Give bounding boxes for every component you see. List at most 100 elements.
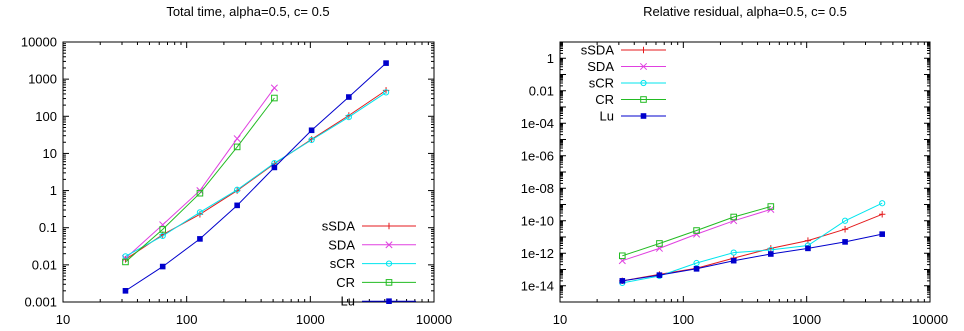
- series-line: [125, 91, 387, 257]
- data-point: [767, 203, 775, 210]
- data-point: [159, 232, 166, 240]
- data-point: [197, 236, 203, 242]
- data-point: [730, 249, 737, 256]
- y-tick-label: 10: [43, 146, 57, 161]
- y-tick-label: 10000: [21, 35, 57, 50]
- data-point: [345, 114, 352, 121]
- data-point: [730, 257, 737, 264]
- legend-marker: [640, 113, 647, 119]
- data-point: [382, 89, 390, 96]
- data-point: [730, 213, 737, 221]
- series-line: [622, 206, 771, 257]
- data-point: [270, 84, 278, 92]
- legend-label: Lu: [341, 294, 355, 309]
- y-tick-label: 1: [50, 183, 57, 198]
- x-tick-label: 100: [176, 312, 198, 327]
- series-sCR: [122, 89, 390, 260]
- y-tick-label: 1000: [28, 72, 57, 87]
- data-point: [271, 94, 278, 102]
- legend: sSDA SDA sCR CR Lu: [322, 219, 416, 309]
- data-point: [656, 240, 663, 247]
- x-tick-label: 10: [56, 312, 70, 327]
- plot-frame: [559, 41, 931, 303]
- data-point: [879, 200, 886, 207]
- legend-marker: [640, 96, 647, 103]
- data-point: [878, 211, 886, 218]
- data-point: [308, 127, 315, 134]
- legend-label: sCR: [330, 256, 355, 271]
- series-Lu: [122, 60, 389, 294]
- series-Lu: [619, 231, 885, 284]
- data-point: [619, 252, 626, 260]
- legend-label: Lu: [600, 109, 614, 124]
- data-point: [234, 186, 241, 193]
- data-point: [768, 251, 774, 257]
- data-point: [308, 136, 315, 144]
- series-line: [125, 87, 275, 259]
- y-tick-label: 0.1: [39, 220, 57, 235]
- series-line: [125, 89, 387, 260]
- legend-marker: [640, 79, 647, 87]
- data-point: [196, 189, 204, 197]
- chart-1: Total time, alpha=0.5, c= 0.510 100 1000 10…: [21, 4, 452, 327]
- legend-marker: [385, 222, 393, 230]
- data-point: [879, 231, 885, 237]
- y-tick-label: 1e-06: [521, 148, 554, 163]
- data-point: [693, 230, 701, 238]
- legend-marker: [639, 62, 648, 71]
- plot-frame: [62, 41, 435, 303]
- legend-label: SDA: [328, 237, 355, 252]
- series-line: [622, 233, 883, 282]
- data-point: [233, 143, 241, 151]
- legend-label: sCR: [589, 76, 614, 91]
- y-tick-label: 0.001: [24, 295, 57, 310]
- chart-title: Relative residual, alpha=0.5, c= 0.5: [643, 4, 847, 19]
- x-tick-label: 100: [672, 312, 694, 327]
- data-point: [842, 239, 848, 245]
- y-tick-label: 100: [35, 109, 57, 124]
- data-point: [730, 217, 738, 225]
- data-point: [693, 227, 700, 234]
- series-SDA: [121, 84, 278, 262]
- y-tick-label: 1e-10: [521, 213, 554, 228]
- data-point: [196, 209, 204, 216]
- data-point: [656, 272, 663, 278]
- x-tick-label: 10000: [912, 312, 948, 327]
- legend-label: CR: [336, 275, 355, 290]
- legend-label: SDA: [587, 59, 614, 74]
- legend-marker: [385, 279, 393, 286]
- series-line: [125, 97, 275, 263]
- legend-label: CR: [595, 92, 614, 107]
- legend-label: sSDA: [581, 43, 615, 58]
- x-tick-label: 1000: [792, 312, 821, 327]
- y-tick-label: 1e-14: [521, 278, 554, 293]
- data-point: [805, 245, 811, 252]
- y-tick-label: 1: [547, 51, 554, 66]
- x-tick-label: 1000: [296, 312, 325, 327]
- data-point: [383, 60, 389, 66]
- y-tick-label: 1e-12: [521, 246, 554, 261]
- legend-marker: [385, 260, 393, 267]
- data-point: [693, 259, 700, 267]
- x-tick-label: 10: [553, 312, 567, 327]
- data-point: [841, 226, 849, 233]
- data-point: [234, 202, 240, 209]
- series-line: [622, 208, 771, 262]
- legend-label: sSDA: [322, 219, 356, 234]
- chart-2: Relative residual, alpha=0.5, c= 0.5 10 10…: [521, 4, 948, 327]
- data-point: [122, 288, 129, 294]
- legend-marker: [385, 241, 393, 249]
- y-tick-label: 0.01: [32, 257, 57, 272]
- data-point: [159, 263, 166, 270]
- series-SDA: [618, 205, 775, 265]
- legend-marker: [386, 298, 392, 304]
- y-tick-label: 1e-08: [521, 181, 554, 196]
- data-point: [619, 278, 626, 284]
- y-tick-label: 1e-04: [521, 116, 554, 131]
- series-line: [125, 62, 387, 292]
- x-tick-label: 10000: [416, 312, 452, 327]
- data-point: [271, 164, 278, 171]
